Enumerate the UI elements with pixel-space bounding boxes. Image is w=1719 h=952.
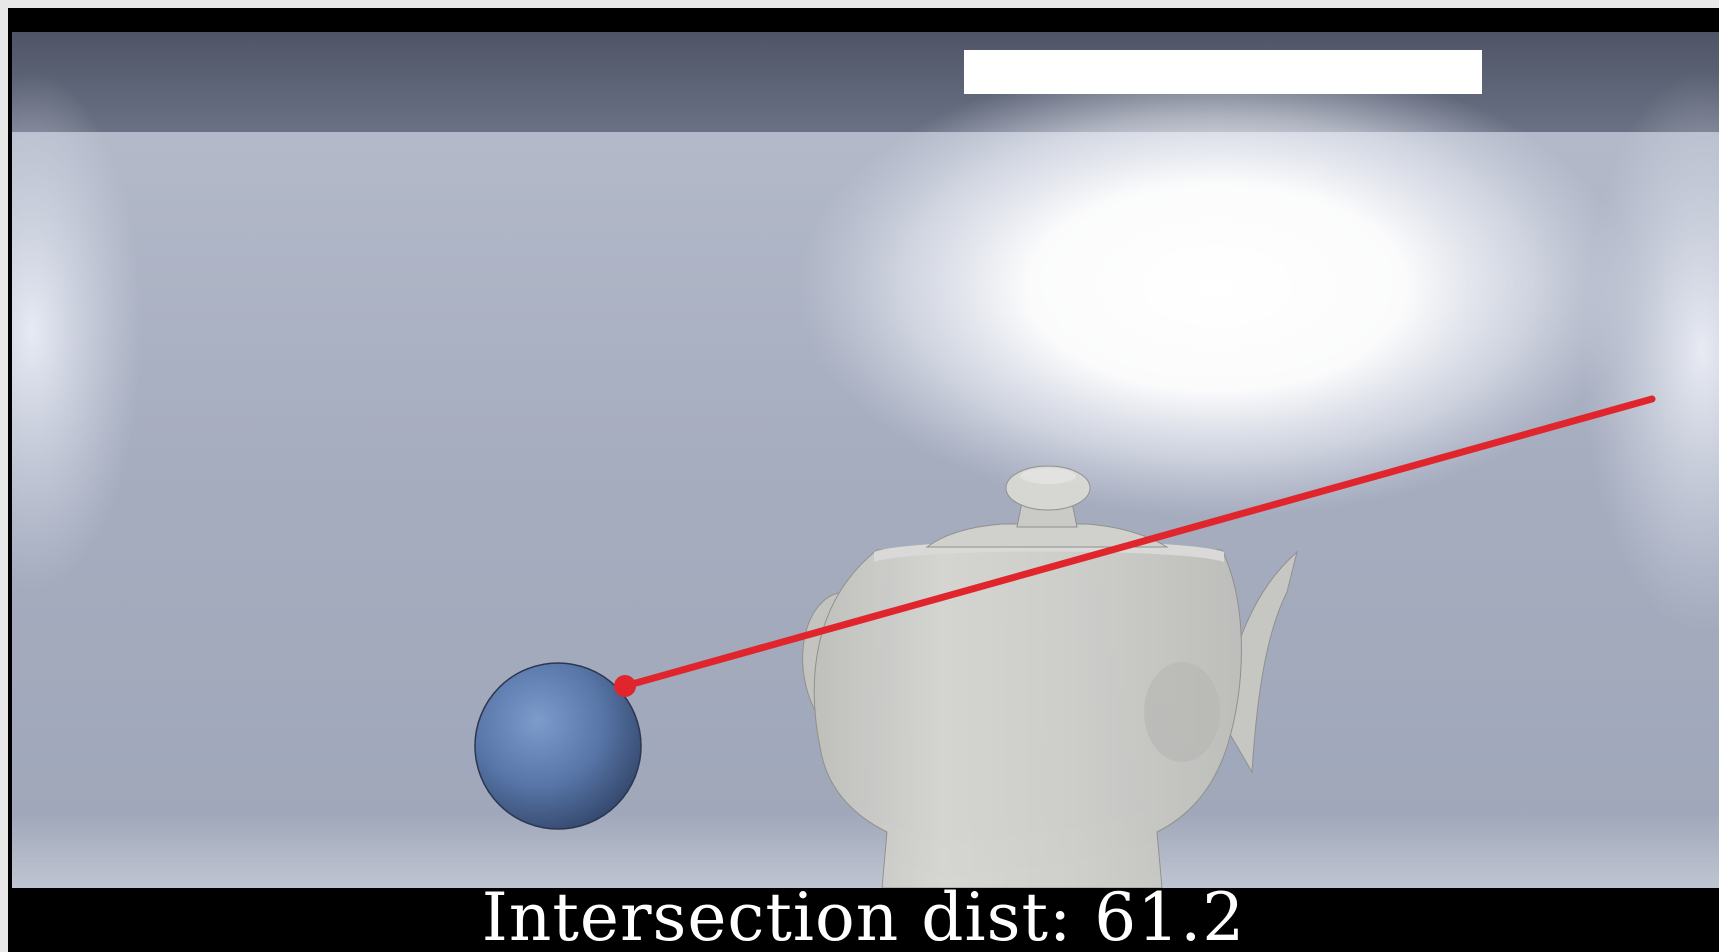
left-wall-glow (12, 72, 142, 592)
ray-line (621, 395, 1656, 690)
blue-sphere (474, 662, 642, 830)
render-viewport: Intersection dist: 61.2 (8, 8, 1719, 952)
caption-label: Intersection dist: (481, 879, 1073, 952)
light-glow (797, 57, 1637, 517)
ray-hit-point (614, 675, 636, 697)
area-light (964, 50, 1482, 94)
floor-glow (12, 812, 1719, 888)
intersection-distance-caption: Intersection dist: 61.2 (8, 880, 1719, 952)
right-wall-glow (1582, 72, 1719, 632)
rendered-scene (12, 32, 1719, 888)
teapot (802, 465, 1298, 888)
caption-bar: Intersection dist: 61.2 (8, 880, 1719, 952)
caption-value: 61.2 (1094, 879, 1246, 952)
